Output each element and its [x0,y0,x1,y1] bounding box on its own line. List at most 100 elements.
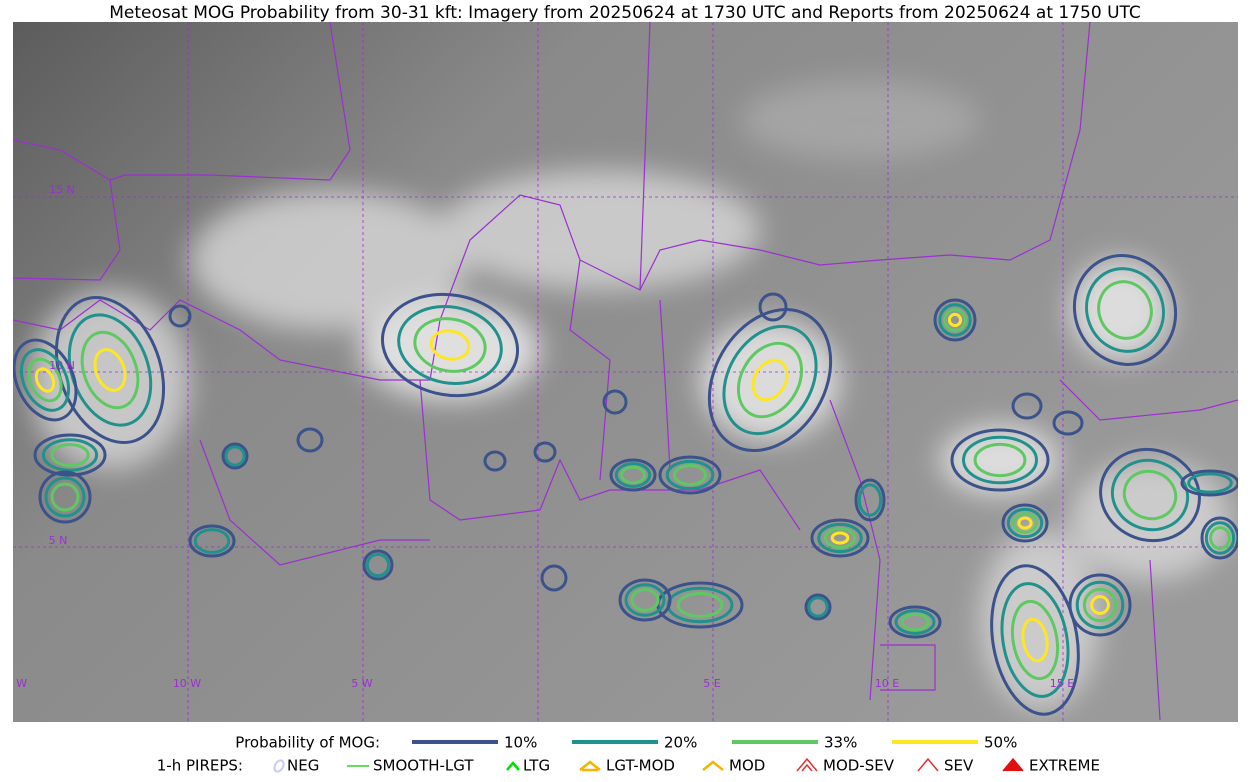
contour [1017,516,1033,530]
contour [973,442,1027,478]
contour [50,443,90,467]
lat-label: 5 N [49,534,68,547]
contour [1122,469,1178,521]
contour [44,476,86,518]
contour [894,609,936,635]
legend-probability: Probability of MOG: 10% 20% 33% 50% [235,734,1017,752]
contour [722,324,818,436]
contour [27,357,63,403]
map: 15 N 10 N 5 N 15 W 10 W 5 W 5 E 10 E 15 … [13,22,1238,722]
contour [1187,472,1233,494]
contour [758,292,788,322]
contour [817,522,863,554]
contour [33,433,107,477]
contour [620,465,646,485]
contour [1099,447,1201,543]
lat-label: 10 N [49,359,75,372]
contour [1021,617,1049,663]
legend-label: SMOOTH-LGT [373,757,474,775]
contour [602,389,628,415]
contour [429,329,471,361]
legend-symbol [273,759,285,773]
graticule [13,22,1238,722]
contour [1000,582,1070,698]
contour [854,478,886,522]
contour [1072,254,1178,366]
contour [1110,458,1190,532]
legend-symbol [702,760,724,771]
contour [676,592,724,618]
legend-symbol [917,757,939,772]
legend-label: NEG [287,757,319,775]
contour [614,462,652,488]
contour [380,292,520,398]
legend-pireps: 1-h PIREPS: NEG SMOOTH-LGT LTG LGT-MOD MOD MO… [157,757,1100,775]
contour [533,441,557,463]
contour [1200,516,1238,560]
contour [830,531,850,545]
legend-symbol [1002,757,1024,772]
contour [193,528,231,554]
legend-label: EXTREME [1029,757,1100,775]
contour [50,482,80,512]
contour [950,428,1050,492]
contour [990,564,1080,716]
lon-label: 5 W [351,677,372,690]
legend-symbol [579,760,601,772]
contour [1011,392,1043,420]
contour [188,524,236,558]
contour [1097,280,1153,340]
contour [736,341,804,419]
contour [1052,410,1084,436]
contour [1006,507,1044,539]
contour [900,612,930,632]
legend-title: 1-h PIREPS: [157,757,243,775]
legend-label: MOD [729,757,765,775]
contour [1085,267,1165,353]
legend-label: LTG [523,757,550,775]
contour [80,330,140,410]
contour [362,549,394,581]
contour [93,348,127,392]
lat-label: 15 N [49,183,75,196]
contours [13,254,1238,716]
lon-label: 10 W [173,677,201,690]
contour [38,470,92,524]
legend-label: 50% [984,734,1017,752]
contour [943,308,967,332]
contour [1204,521,1236,555]
contour [804,593,832,621]
contour [365,552,391,578]
contour [224,445,246,467]
contour [34,367,56,393]
legend-title: Probability of MOG: [235,734,380,752]
lon-label: 15 E [1050,677,1074,690]
contour [540,564,568,592]
legend-label: MOD-SEV [823,757,895,775]
legend-symbol [796,757,818,772]
contour [1075,580,1125,630]
contour [624,583,666,617]
contour [1010,599,1060,681]
contour [823,527,857,549]
contour [609,458,657,492]
contour [888,605,942,639]
contour [13,338,78,422]
contour [707,307,833,453]
contour [54,295,166,445]
legend-label: 33% [824,734,857,752]
legend-label: SEV [944,757,974,775]
contour [672,464,708,486]
contour [1209,526,1231,550]
contour [168,304,192,328]
contour [296,427,324,453]
contour [933,298,977,342]
contour [1082,587,1118,623]
borders [13,22,1238,721]
legend-label: 10% [504,734,537,752]
contour [41,438,99,472]
contour [938,303,972,337]
contour [19,348,71,412]
contour [483,450,507,472]
